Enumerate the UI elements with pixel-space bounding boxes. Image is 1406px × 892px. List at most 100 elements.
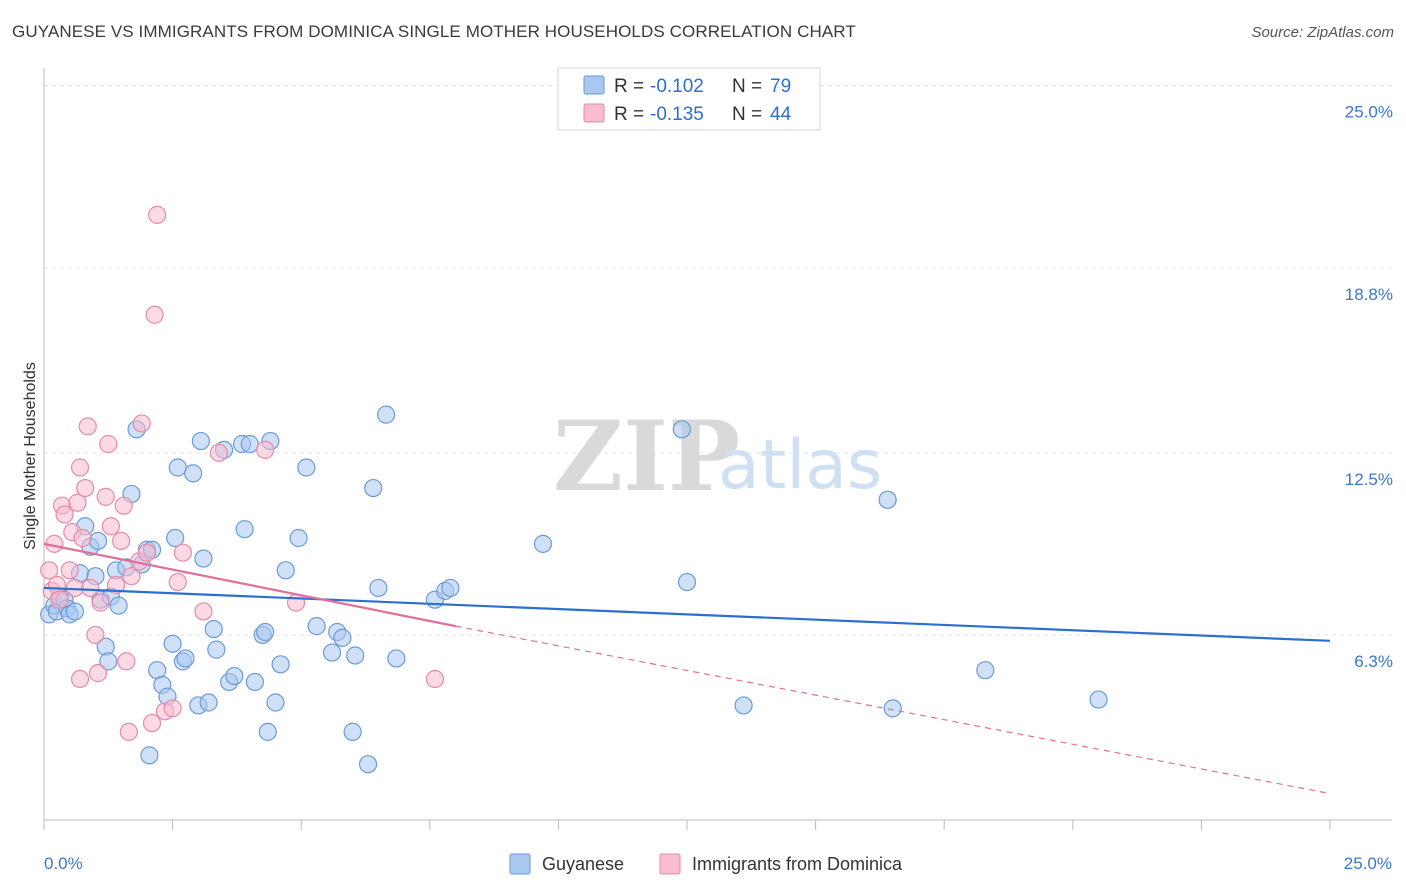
data-point bbox=[119, 722, 138, 741]
legend-r-value: -0.135 bbox=[650, 104, 704, 125]
legend-n-label: N = bbox=[732, 76, 762, 97]
data-point bbox=[163, 634, 182, 653]
data-point bbox=[55, 505, 74, 524]
data-point bbox=[376, 405, 396, 424]
data-point bbox=[112, 531, 131, 551]
bottom-legend-swatch-dominica bbox=[659, 853, 681, 875]
data-point bbox=[240, 434, 259, 454]
data-point bbox=[86, 625, 105, 645]
bottom-legend-swatch-guyanese bbox=[509, 853, 531, 875]
data-point bbox=[369, 578, 388, 598]
data-point bbox=[76, 478, 95, 498]
data-point bbox=[346, 646, 365, 665]
data-point bbox=[65, 602, 84, 621]
data-point bbox=[47, 575, 66, 595]
data-point bbox=[70, 458, 90, 477]
data-point bbox=[91, 593, 110, 612]
data-point bbox=[204, 619, 223, 639]
data-point bbox=[114, 496, 133, 515]
data-point bbox=[99, 434, 118, 454]
data-point bbox=[271, 655, 290, 674]
data-point bbox=[364, 478, 383, 498]
trend-line bbox=[43, 586, 1331, 642]
bottom-legend-label-guyanese: Guyanese bbox=[542, 854, 624, 874]
legend-swatch-dominica bbox=[583, 103, 605, 123]
data-point bbox=[734, 696, 753, 715]
data-point bbox=[322, 643, 342, 662]
legend-r-label: R = bbox=[614, 76, 644, 97]
legend-r-value: -0.102 bbox=[650, 76, 704, 97]
data-point bbox=[533, 534, 553, 553]
data-point bbox=[207, 640, 226, 659]
watermark: ZIP atlas bbox=[553, 400, 882, 513]
trend-line-extension bbox=[455, 625, 1331, 795]
y-tick-label: 12.5% bbox=[1345, 470, 1393, 489]
data-point bbox=[132, 414, 151, 433]
data-point bbox=[358, 755, 378, 774]
data-point bbox=[441, 578, 460, 598]
data-point bbox=[60, 561, 79, 580]
data-point bbox=[307, 617, 326, 636]
data-point bbox=[976, 661, 995, 680]
data-point bbox=[286, 593, 306, 612]
data-point bbox=[101, 517, 120, 536]
data-point bbox=[96, 487, 115, 506]
trend-lines bbox=[43, 542, 1331, 795]
data-point bbox=[81, 578, 100, 598]
data-point bbox=[677, 572, 697, 592]
data-point bbox=[878, 490, 897, 509]
legend-r-label: R = bbox=[614, 104, 644, 125]
data-point bbox=[191, 431, 210, 451]
data-point bbox=[387, 649, 406, 668]
legend-n-value: 79 bbox=[770, 76, 791, 97]
data-point bbox=[1089, 690, 1108, 709]
legend-n-label: N = bbox=[732, 104, 762, 125]
y-tick-label: 25.0% bbox=[1345, 103, 1393, 122]
legend-n-value: 44 bbox=[770, 104, 792, 125]
data-point bbox=[122, 567, 141, 586]
data-point bbox=[276, 561, 295, 580]
data-point bbox=[333, 628, 352, 647]
data-point bbox=[258, 722, 277, 741]
data-point bbox=[245, 672, 265, 692]
x-tick-label-max: 25.0% bbox=[1344, 854, 1392, 873]
data-point bbox=[289, 528, 308, 548]
data-point bbox=[194, 602, 213, 621]
legend-swatch-guyanese bbox=[583, 75, 605, 95]
data-point bbox=[256, 622, 275, 642]
y-tick-labels: 6.3% 12.5% 18.8% 25.0% bbox=[1345, 103, 1393, 671]
data-point bbox=[256, 440, 275, 459]
data-point bbox=[99, 652, 118, 671]
series-guyanese-points bbox=[40, 405, 1108, 774]
data-point bbox=[106, 575, 126, 595]
data-point bbox=[109, 596, 128, 615]
axes bbox=[43, 68, 1392, 821]
series-dominica-points bbox=[40, 205, 445, 741]
data-point bbox=[145, 305, 164, 324]
data-point bbox=[88, 664, 108, 683]
data-point bbox=[235, 520, 254, 539]
data-point bbox=[343, 722, 362, 741]
x-tick-label-min: 0.0% bbox=[44, 854, 83, 873]
data-point bbox=[266, 693, 285, 712]
bottom-legend: Guyanese Immigrants from Dominica bbox=[509, 853, 903, 875]
data-point bbox=[184, 464, 203, 483]
data-point bbox=[73, 528, 92, 548]
data-point bbox=[199, 693, 218, 712]
watermark-atlas: atlas bbox=[718, 426, 882, 505]
data-point bbox=[88, 531, 108, 551]
data-point bbox=[176, 649, 195, 668]
data-point bbox=[194, 549, 213, 568]
data-point bbox=[168, 458, 187, 477]
data-point bbox=[166, 528, 185, 548]
source-label: Source: ZipAtlas.com bbox=[1251, 24, 1394, 41]
data-point bbox=[209, 443, 228, 462]
data-point bbox=[142, 713, 162, 733]
data-point bbox=[137, 543, 156, 562]
data-point bbox=[70, 669, 90, 689]
data-point bbox=[173, 543, 192, 562]
data-point bbox=[140, 746, 159, 765]
bottom-legend-label-dominica: Immigrants from Dominica bbox=[692, 854, 903, 874]
data-point bbox=[672, 420, 691, 439]
